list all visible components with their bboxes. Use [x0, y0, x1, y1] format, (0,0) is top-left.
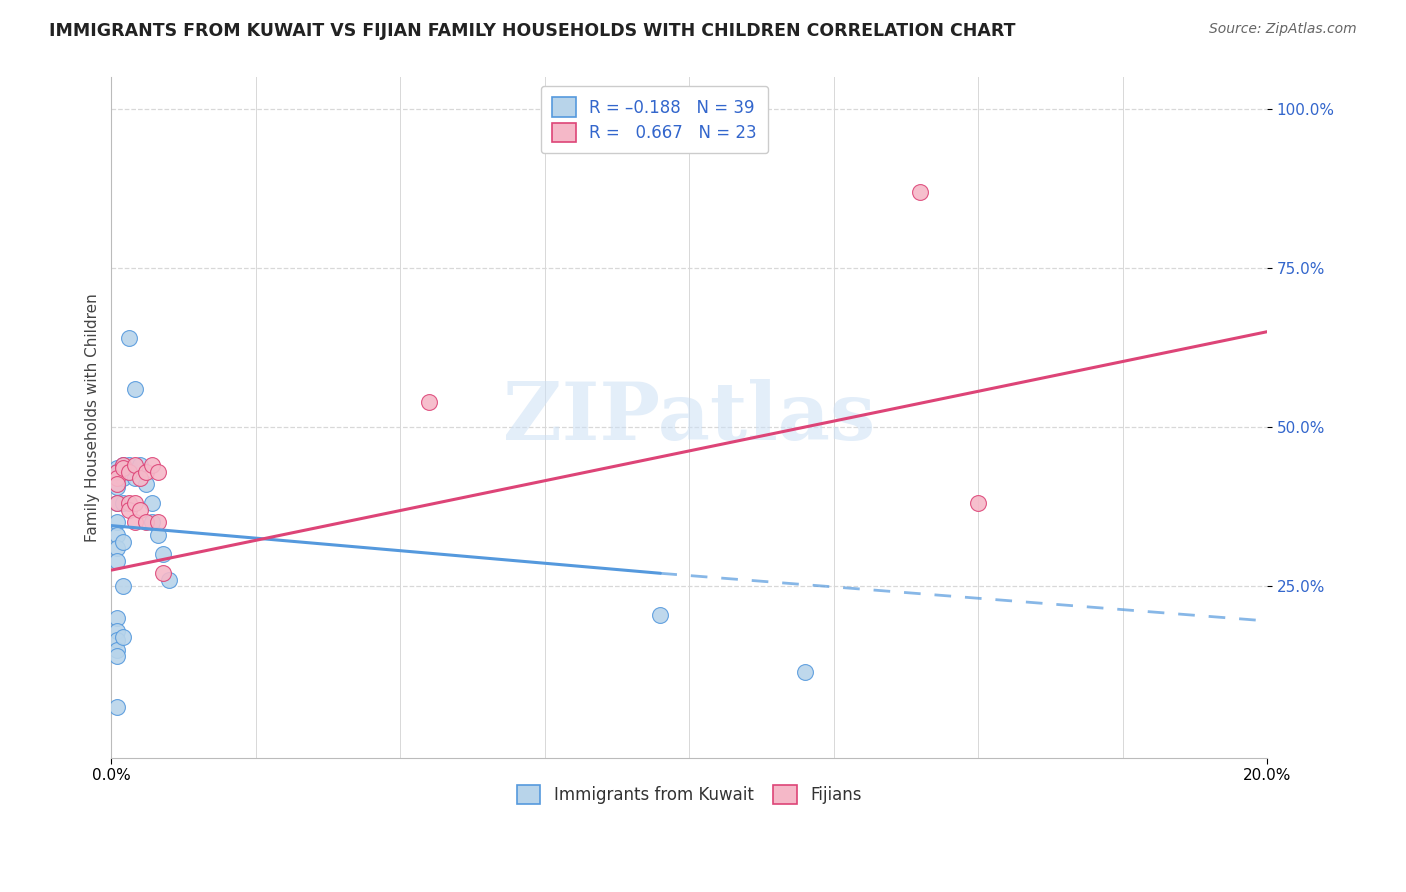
Point	[124, 471, 146, 485]
Point	[129, 502, 152, 516]
Legend: Immigrants from Kuwait, Fijians: Immigrants from Kuwait, Fijians	[508, 774, 872, 814]
Point	[111, 458, 134, 473]
Point	[111, 579, 134, 593]
Point	[124, 516, 146, 530]
Point	[105, 496, 128, 510]
Point	[105, 461, 128, 475]
Point	[135, 477, 157, 491]
Y-axis label: Family Households with Children: Family Households with Children	[86, 293, 100, 542]
Point	[105, 467, 128, 482]
Point	[141, 516, 163, 530]
Point	[105, 553, 128, 567]
Point	[129, 471, 152, 485]
Point	[111, 534, 134, 549]
Point	[105, 471, 128, 485]
Point	[135, 516, 157, 530]
Point	[111, 496, 134, 510]
Point	[111, 471, 134, 485]
Point	[111, 461, 134, 475]
Point	[650, 607, 672, 622]
Point	[146, 528, 169, 542]
Point	[118, 465, 141, 479]
Point	[129, 458, 152, 473]
Point	[105, 465, 128, 479]
Text: IMMIGRANTS FROM KUWAIT VS FIJIAN FAMILY HOUSEHOLDS WITH CHILDREN CORRELATION CHA: IMMIGRANTS FROM KUWAIT VS FIJIAN FAMILY …	[49, 22, 1015, 40]
Point	[910, 185, 932, 199]
Point	[152, 547, 174, 561]
Point	[105, 528, 128, 542]
Point	[793, 665, 815, 679]
Point	[124, 496, 146, 510]
Point	[124, 458, 146, 473]
Point	[157, 573, 180, 587]
Point	[105, 480, 128, 494]
Point	[105, 465, 128, 479]
Point	[105, 477, 128, 491]
Point	[111, 458, 134, 473]
Point	[141, 496, 163, 510]
Point	[105, 633, 128, 648]
Point	[118, 331, 141, 345]
Point	[105, 541, 128, 555]
Point	[118, 496, 141, 510]
Point	[105, 611, 128, 625]
Text: ZIPatlas: ZIPatlas	[503, 378, 876, 457]
Point	[105, 496, 128, 510]
Point	[105, 477, 128, 491]
Point	[105, 474, 128, 488]
Point	[146, 465, 169, 479]
Point	[118, 502, 141, 516]
Point	[111, 630, 134, 644]
Point	[118, 465, 141, 479]
Point	[152, 566, 174, 581]
Point	[105, 699, 128, 714]
Point	[124, 382, 146, 396]
Point	[141, 458, 163, 473]
Point	[105, 648, 128, 663]
Point	[418, 394, 440, 409]
Point	[105, 624, 128, 638]
Point	[111, 465, 134, 479]
Point	[135, 465, 157, 479]
Point	[146, 516, 169, 530]
Point	[105, 471, 128, 485]
Point	[105, 642, 128, 657]
Point	[118, 458, 141, 473]
Text: Source: ZipAtlas.com: Source: ZipAtlas.com	[1209, 22, 1357, 37]
Point	[967, 496, 990, 510]
Point	[105, 516, 128, 530]
